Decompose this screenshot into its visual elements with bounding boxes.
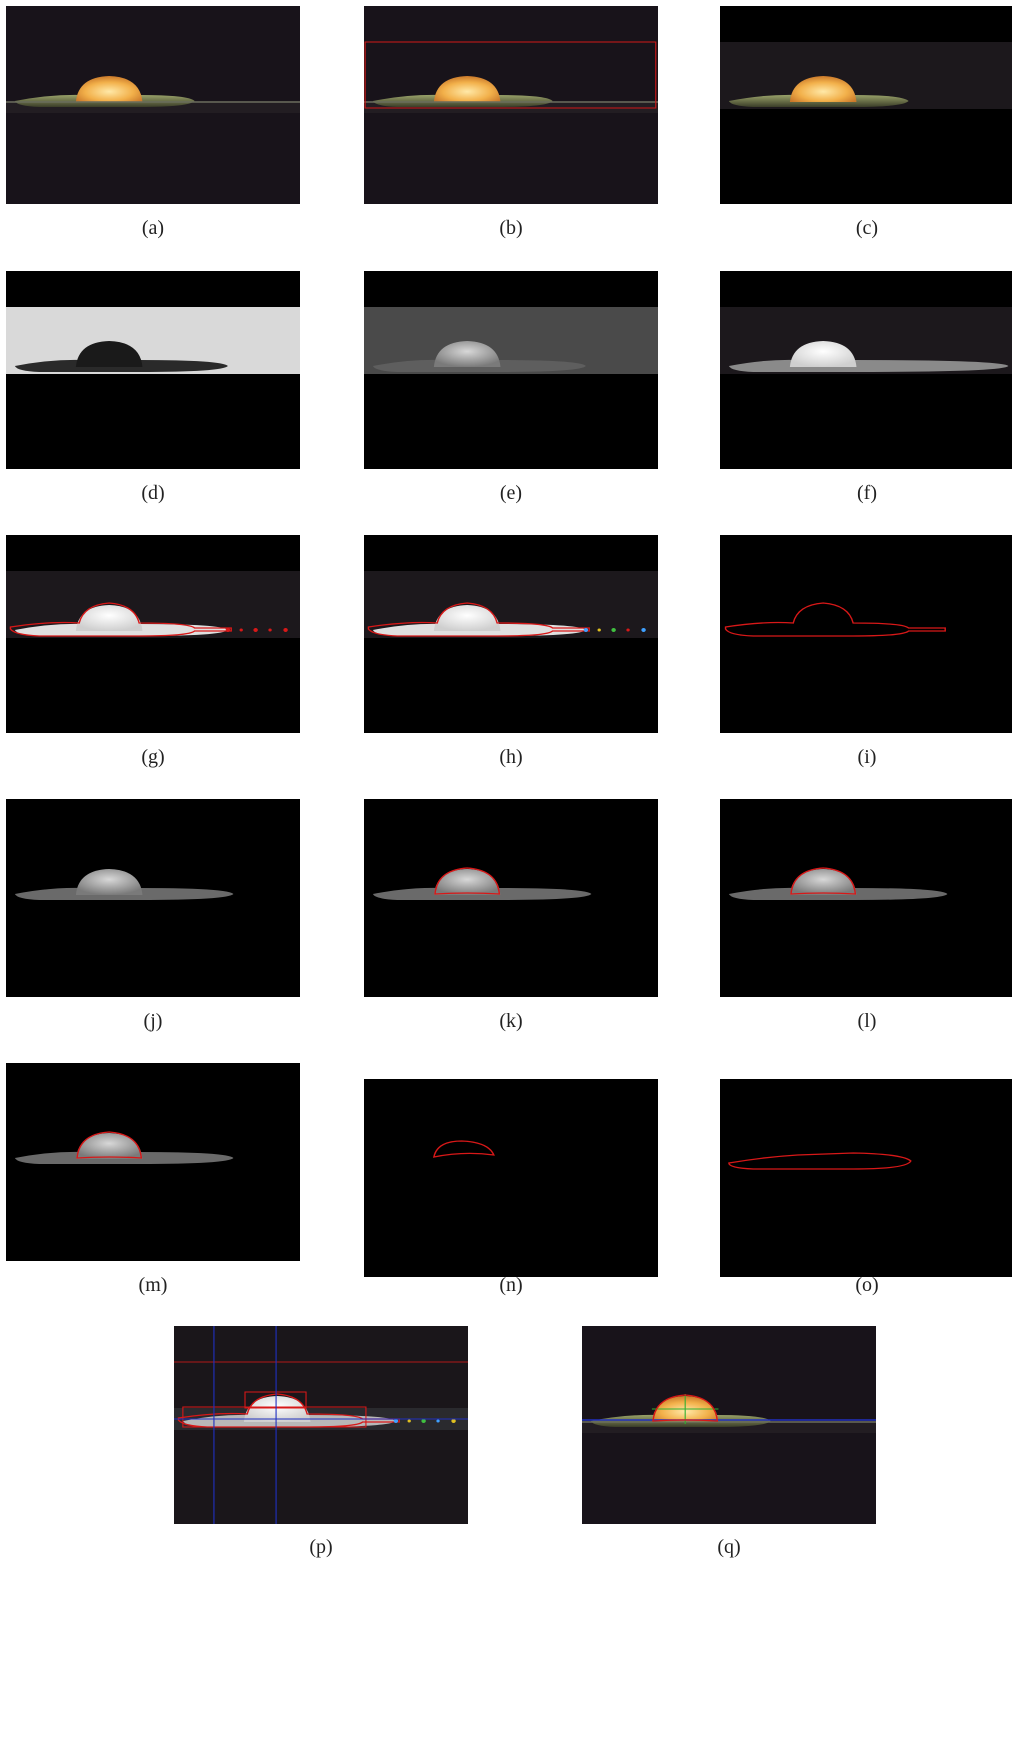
dot	[421, 1419, 425, 1423]
dot	[408, 1420, 411, 1423]
panel-image	[364, 1079, 658, 1277]
dot	[598, 629, 601, 632]
dot	[283, 628, 287, 632]
dot	[451, 1419, 455, 1423]
panel-image	[582, 1326, 876, 1524]
panel-image	[720, 1079, 1012, 1277]
region	[364, 1079, 658, 1277]
panel-image	[364, 6, 658, 204]
dot	[240, 629, 243, 632]
panel-label: (o)	[720, 1274, 1012, 1297]
panel-label: (a)	[6, 217, 300, 240]
dot	[226, 628, 230, 632]
panel-image	[364, 535, 658, 733]
panel-image	[6, 1063, 300, 1261]
panel-image	[364, 271, 658, 469]
panel-image	[720, 271, 1012, 469]
panel-image	[6, 6, 300, 204]
panel-label: (f)	[720, 482, 1012, 505]
panel-label: (i)	[720, 746, 1012, 769]
panel-label: (q)	[582, 1536, 876, 1559]
dot	[626, 629, 629, 632]
region	[720, 535, 1012, 733]
panel-label: (d)	[6, 482, 300, 505]
dot	[584, 628, 588, 632]
panel-image	[720, 799, 1012, 997]
dot	[394, 1419, 398, 1423]
droplet-base	[729, 360, 1009, 372]
panel-label: (h)	[364, 746, 658, 769]
panel-label: (l)	[720, 1010, 1012, 1033]
panel-label: (g)	[6, 746, 300, 769]
panel-image	[720, 535, 1012, 733]
panel-label: (k)	[364, 1010, 658, 1033]
panel-image	[364, 799, 658, 997]
panel-label: (p)	[174, 1536, 468, 1559]
panel-label: (j)	[6, 1010, 300, 1033]
panel-image	[6, 799, 300, 997]
dot	[436, 1420, 439, 1423]
region	[720, 1079, 1012, 1277]
dot	[253, 628, 257, 632]
panel-image	[174, 1326, 468, 1524]
figure: {"panels": [ {"label": "(a)"}, {"label":…	[0, 0, 1012, 1747]
panel-label: (b)	[364, 217, 658, 240]
panel-label: (m)	[6, 1274, 300, 1297]
panel-label: (e)	[364, 482, 658, 505]
dot	[641, 628, 645, 632]
dot	[611, 628, 615, 632]
panel-label: (c)	[720, 217, 1012, 240]
dot	[268, 629, 271, 632]
panel-image	[6, 535, 300, 733]
panel-image	[6, 271, 300, 469]
panel-label: (n)	[364, 1274, 658, 1297]
panel-image	[720, 6, 1012, 204]
